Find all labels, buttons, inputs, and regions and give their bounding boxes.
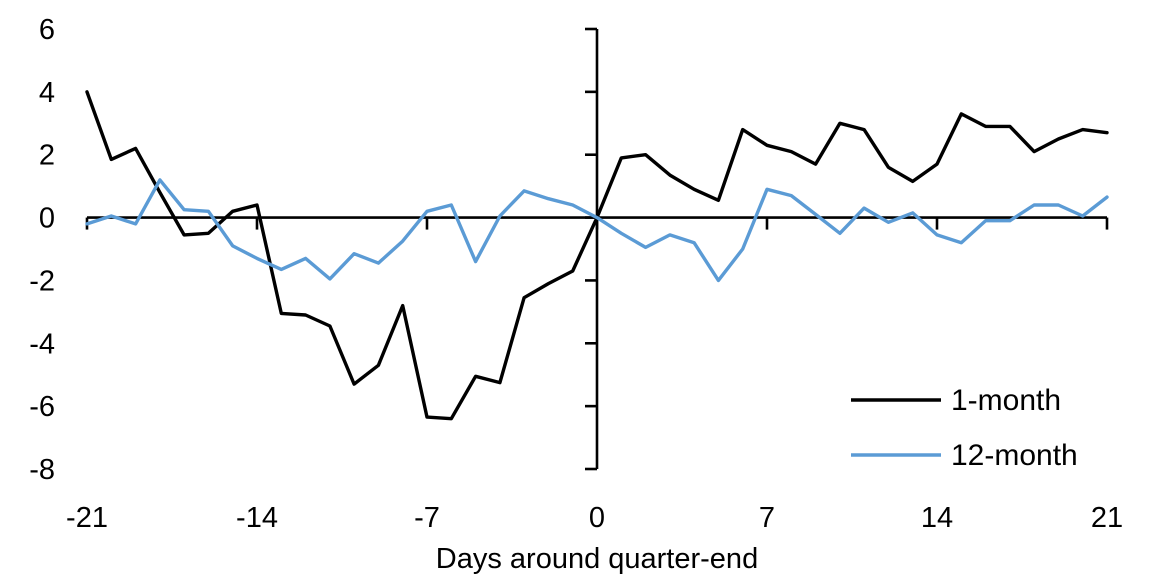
series-lines: [85, 90, 1109, 421]
y-tick-label: 2: [39, 140, 55, 172]
x-tick-label: -21: [66, 502, 108, 534]
x-tick-label: -14: [236, 502, 278, 534]
x-tick-label: 7: [759, 502, 775, 534]
y-tick-label: -2: [29, 265, 55, 297]
y-tick-label: -4: [29, 328, 55, 360]
axis-labels: -21 -14 -7 0 7 14 21 6 4 2 0 -2 -4 -6 -8: [29, 14, 1123, 534]
series-line-12-month: [85, 178, 1109, 283]
x-tick-label: 14: [921, 502, 953, 534]
legend-label-1-month: 1-month: [951, 384, 1061, 417]
legend-label-12-month: 12-month: [951, 439, 1078, 472]
x-tick-label: 0: [589, 502, 605, 534]
x-tick-label: 21: [1091, 502, 1123, 534]
x-axis-title: Days around quarter-end: [436, 543, 758, 575]
y-tick-label: 4: [39, 77, 55, 109]
y-tick-label: 0: [39, 203, 55, 235]
legend: 1-month 12-month: [851, 384, 1078, 472]
x-tick-label: -7: [414, 502, 440, 534]
y-tick-label: 6: [39, 14, 55, 46]
y-tick-label: -6: [29, 391, 55, 423]
y-tick-label: -8: [29, 454, 55, 486]
